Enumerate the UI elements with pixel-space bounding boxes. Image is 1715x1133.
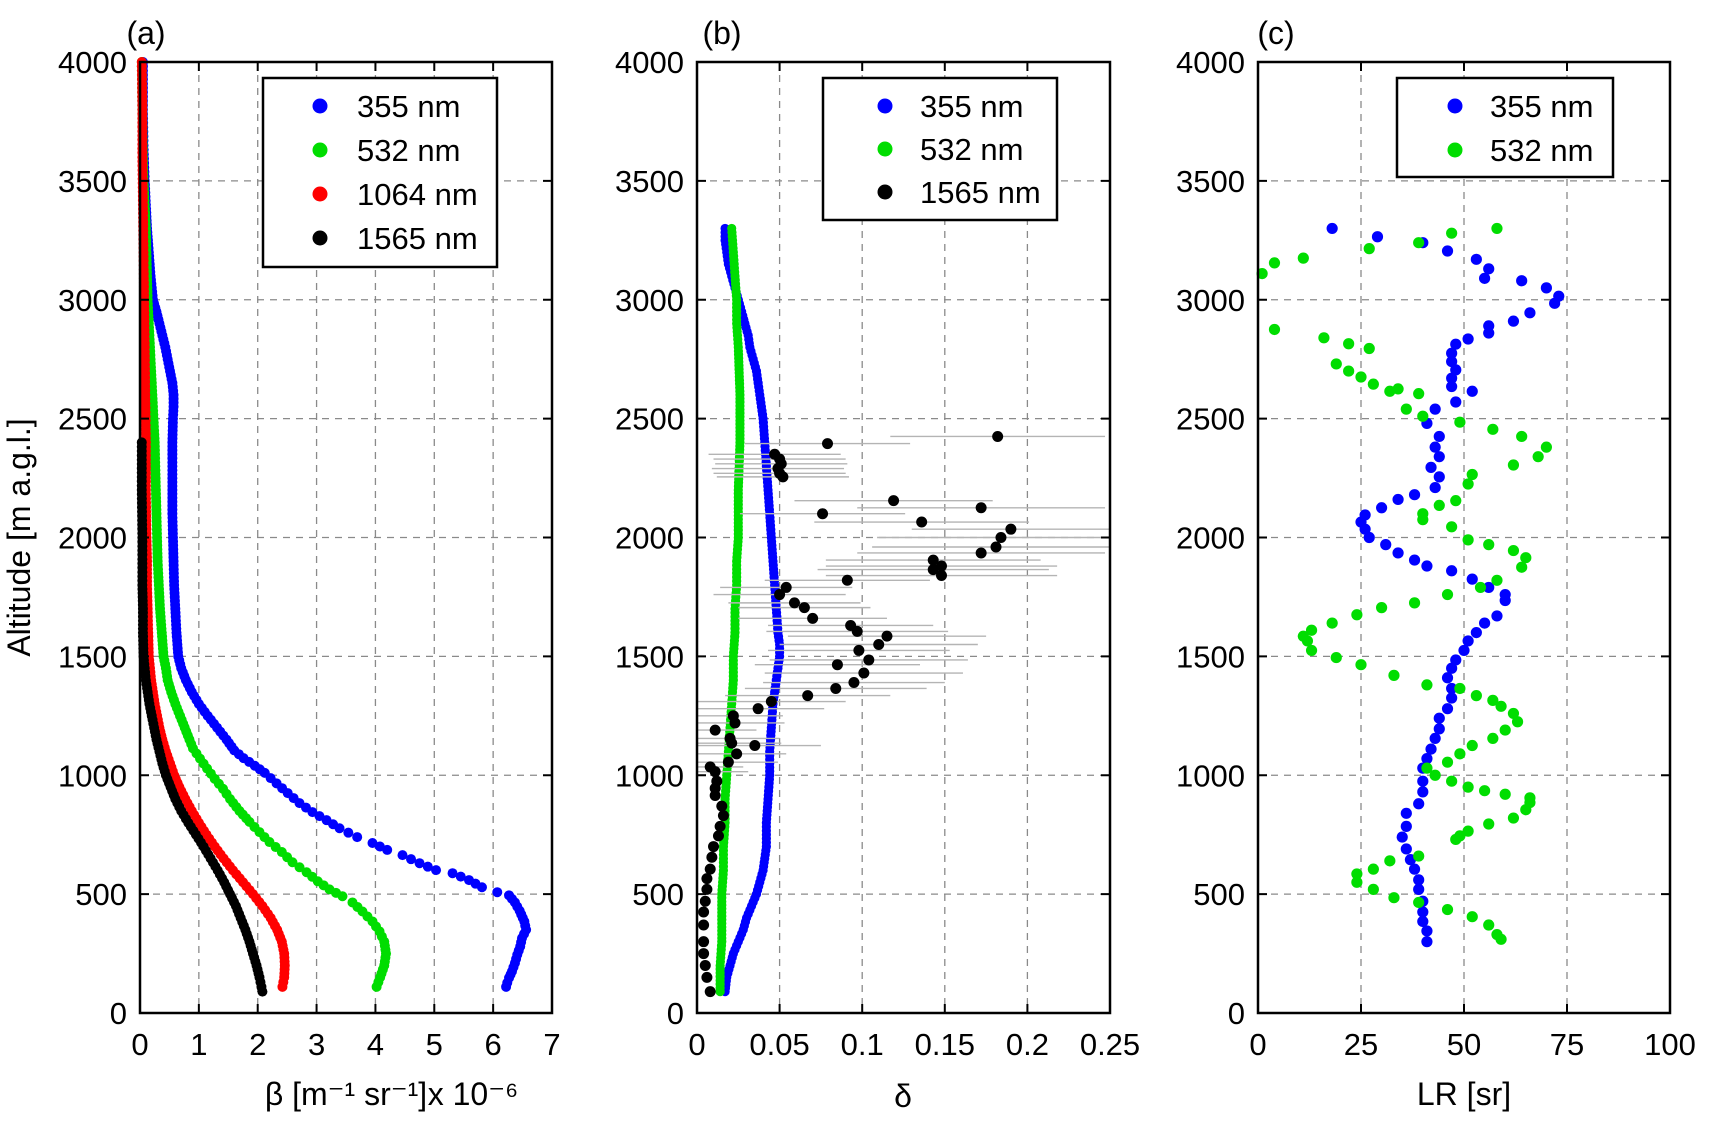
legend-marker-355nm (877, 98, 893, 114)
legend-label-1565nm: 1565 nm (920, 175, 1041, 210)
y-tick-label: 2000 (1176, 521, 1245, 556)
panel-c: 0 25 50 75 100050010001500200025003000350040… (1176, 15, 1696, 1112)
legend-label-1565nm: 1565 nm (357, 221, 478, 256)
y-tick-label: 0 (110, 996, 127, 1031)
legend-label-532nm: 532 nm (357, 133, 460, 168)
x-tick-label: 50 (1447, 1027, 1481, 1062)
x-tick-label: 4 (367, 1027, 384, 1062)
panel-c-series-355nm (1326, 222, 1565, 948)
panel-a-xlabel-exponent: x 10⁻⁶ (428, 1076, 519, 1112)
y-tick-label: 0 (667, 996, 684, 1031)
y-tick-label: 1000 (615, 758, 684, 793)
y-tick-label: 2500 (58, 402, 127, 437)
y-tick-label: 4000 (1176, 45, 1245, 80)
legend-marker-355nm (312, 98, 328, 114)
legend-marker-532nm (312, 142, 328, 158)
x-tick-label: 0 (1249, 1027, 1266, 1062)
panel-a-legend: 355 nm 532 nm 1064 nm 1565 nm (261, 76, 499, 269)
panel-b-ticks (696, 61, 1111, 1014)
y-tick-label: 2000 (58, 521, 127, 556)
panel-a-tick-labels: 0 1 2 3 4 5 6 7 0 500 1000 1500 2000 2500 3000 3500 4000 (58, 45, 561, 1062)
y-tick-label: 4000 (615, 45, 684, 80)
panel-c-xlabel: LR [sr] (1417, 1076, 1511, 1112)
panel-b-xlabel: δ (894, 1078, 912, 1114)
y-tick-label: 2500 (1176, 402, 1245, 437)
y-tick-label: 1000 (58, 758, 127, 793)
panel-b: 0 0.05 0.1 0.15 0.2 0.25 0 500 1000 1500 2000 2500 3… (615, 15, 1140, 1114)
panel-c-ticks (1257, 61, 1671, 1014)
x-tick-label: 75 (1550, 1027, 1584, 1062)
panel-a-xlabel: β [m⁻¹ sr⁻¹] (265, 1076, 427, 1112)
y-tick-label: 1000 (1176, 758, 1245, 793)
legend-marker-1565nm (312, 230, 328, 246)
legend-marker-532nm (1447, 142, 1463, 158)
panel-c-tick-labels: 0 25 50 75 100050010001500200025003000350040… (1176, 45, 1696, 1062)
x-tick-label: 0 (688, 1027, 705, 1062)
figure-ylabel: Altitude [m a.g.l.] (1, 418, 37, 656)
panel-b-title: (b) (702, 15, 741, 51)
legend-marker-1565nm (877, 184, 893, 200)
legend-label-532nm: 532 nm (1490, 133, 1593, 168)
y-tick-label: 3000 (615, 283, 684, 318)
panel-c-legend: 355 nm 532 nm (1395, 76, 1615, 179)
x-tick-label: 5 (426, 1027, 443, 1062)
legend-label-355nm: 355 nm (1490, 89, 1593, 124)
y-tick-label: 0 (1228, 996, 1245, 1031)
panel-c-title: (c) (1257, 15, 1294, 51)
y-tick-label: 1500 (615, 639, 684, 674)
panel-a: 0 1 2 3 4 5 6 7 0 500 1000 1500 2000 2500 3000 3500 4000… (58, 15, 561, 1112)
panel-b-tick-labels: 0 0.05 0.1 0.15 0.2 0.25 0 500 1000 1500 2000 2500 3… (615, 45, 1140, 1062)
legend-label-1064nm: 1064 nm (357, 177, 478, 212)
legend-label-532nm: 532 nm (920, 132, 1023, 167)
y-tick-label: 500 (75, 877, 127, 912)
y-tick-label: 2000 (615, 521, 684, 556)
legend-marker-355nm (1447, 98, 1463, 114)
x-tick-label: 0 (131, 1027, 148, 1062)
x-tick-label: 1 (190, 1027, 207, 1062)
panel-c-series-532nm (1256, 222, 1552, 945)
panel-c-grid (1258, 62, 1670, 1013)
y-tick-label: 2500 (615, 402, 684, 437)
y-tick-label: 500 (1193, 877, 1245, 912)
panel-b-series-355nm (720, 223, 785, 997)
x-tick-label: 0.15 (915, 1027, 975, 1062)
x-tick-label: 7 (543, 1027, 560, 1062)
panel-b-legend: 355 nm 532 nm 1565 nm (821, 76, 1059, 222)
x-tick-label: 25 (1344, 1027, 1378, 1062)
x-tick-label: 2 (249, 1027, 266, 1062)
x-tick-label: 0.25 (1080, 1027, 1140, 1062)
y-tick-label: 3500 (615, 164, 684, 199)
panel-b-series-1565nm (697, 430, 1110, 998)
panel-b-series-532nm (715, 223, 745, 997)
y-tick-label: 3000 (1176, 283, 1245, 318)
y-tick-label: 3500 (1176, 164, 1245, 199)
y-tick-label: 3500 (58, 164, 127, 199)
x-tick-label: 3 (308, 1027, 325, 1062)
legend-marker-1064nm (312, 186, 328, 202)
x-tick-label: 100 (1644, 1027, 1696, 1062)
x-tick-label: 0.05 (749, 1027, 809, 1062)
x-tick-label: 6 (485, 1027, 502, 1062)
panel-a-ticks (139, 61, 553, 1014)
x-tick-label: 0.2 (1006, 1027, 1049, 1062)
y-tick-label: 1500 (1176, 639, 1245, 674)
x-tick-label: 0.1 (841, 1027, 884, 1062)
legend-label-355nm: 355 nm (357, 89, 460, 124)
y-tick-label: 4000 (58, 45, 127, 80)
legend-label-355nm: 355 nm (920, 89, 1023, 124)
y-tick-label: 1500 (58, 639, 127, 674)
legend-marker-532nm (877, 141, 893, 157)
y-tick-label: 3000 (58, 283, 127, 318)
panel-a-title: (a) (126, 15, 165, 51)
y-tick-label: 500 (632, 877, 684, 912)
